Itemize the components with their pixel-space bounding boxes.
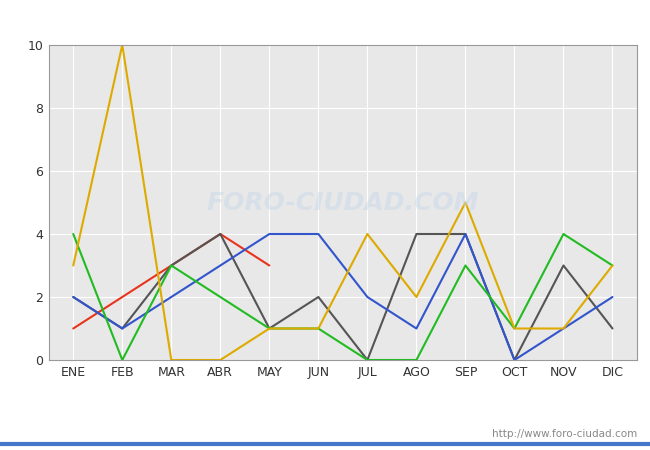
Text: Matriculaciones de Vehiculos en Alcalá del Júcar: Matriculaciones de Vehiculos en Alcalá d…: [108, 11, 542, 30]
Text: http://www.foro-ciudad.com: http://www.foro-ciudad.com: [492, 429, 637, 439]
Text: FORO-CIUDAD.COM: FORO-CIUDAD.COM: [207, 190, 479, 215]
